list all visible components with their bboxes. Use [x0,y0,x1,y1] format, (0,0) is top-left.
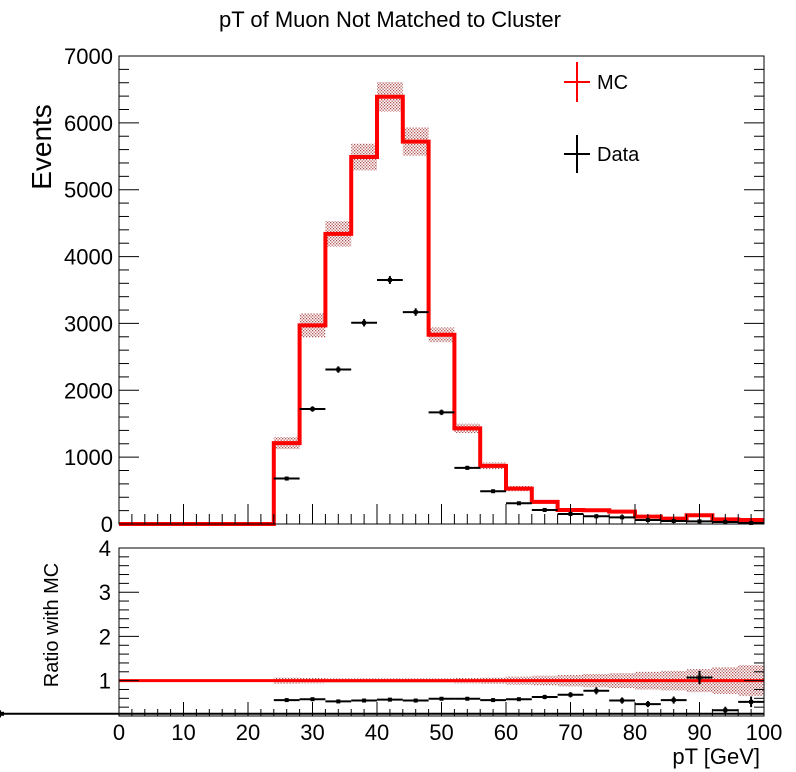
x-tick-label: 50 [429,720,453,745]
y-tick-label: 6000 [64,111,113,136]
data-point [273,476,300,481]
ratio-point [506,697,532,702]
ratio-y-tick-label: 2 [99,624,111,649]
legend-marker-data [564,135,590,173]
ratio-point [299,697,326,702]
mc-uncertainty-band [273,82,764,521]
ratio-point [325,699,352,704]
ratio-point [351,698,377,703]
ratio-point [738,696,764,708]
x-tick-label: 80 [623,720,647,745]
ratio-point [428,696,455,701]
y-tick-label: 1000 [64,445,113,470]
ratio-point [686,670,713,685]
data-point [454,465,481,470]
y-tick-label: 0 [101,512,113,537]
ratio-point [635,700,661,708]
ratio-point [583,687,610,695]
legend-marker-mc [564,62,590,102]
data-point [531,507,558,512]
ratio-y-tick-label: 1 [99,669,111,694]
x-tick-label: 100 [746,720,783,745]
x-tick-label: 70 [558,720,582,745]
data-point [428,409,455,416]
x-tick-label: 10 [171,720,195,745]
x-tick-label: 60 [494,720,518,745]
x-tick-label: 90 [687,720,711,745]
y-tick-label: 5000 [64,178,113,203]
data-point [402,308,429,316]
legend-label-mc: MC [597,72,628,94]
data-point [299,406,326,412]
ratio-point [660,696,687,704]
ratio-point [454,696,481,701]
data-point [377,275,403,284]
ratio-point [273,698,300,703]
ratio-point [531,694,558,700]
y-tick-label: 3000 [64,311,113,336]
data-point [351,319,377,327]
y-tick-label: 4000 [64,245,113,270]
chart-title: pT of Muon Not Matched to Cluster [219,7,561,32]
main-panel: 0 1000 2000 3000 4000 5000 6000 7000 Events MC … [26,44,765,537]
ratio-y-tick-label: 4 [99,536,111,561]
ratio-y-axis-label: Ratio with MC [41,563,63,687]
y-tick-label: 7000 [64,44,113,69]
plot-frame [118,55,765,525]
x-tick-label: 40 [365,720,389,745]
legend: MC Data [564,62,640,173]
x-tick-label: 20 [236,720,260,745]
ratio-point [402,698,429,703]
y-axis-label: Events [26,104,57,190]
data-point [480,489,506,494]
ratio-y-tick-label: 3 [99,580,111,605]
legend-label-data: Data [597,144,640,166]
ratio-point [609,697,635,704]
x-axis-label: pT [GeV] [672,744,760,769]
ratio-point [557,692,584,698]
x-tick-label: 30 [300,720,324,745]
ratio-point [0,710,764,718]
ratio-point [480,698,506,703]
y-tick-label: 2000 [64,378,113,403]
data-point [506,501,532,506]
ratio-frame [118,547,765,717]
x-tick-label: 0 [113,720,125,745]
data-point [325,366,352,373]
ratio-point [377,697,403,702]
mc-histogram-line [119,94,764,526]
